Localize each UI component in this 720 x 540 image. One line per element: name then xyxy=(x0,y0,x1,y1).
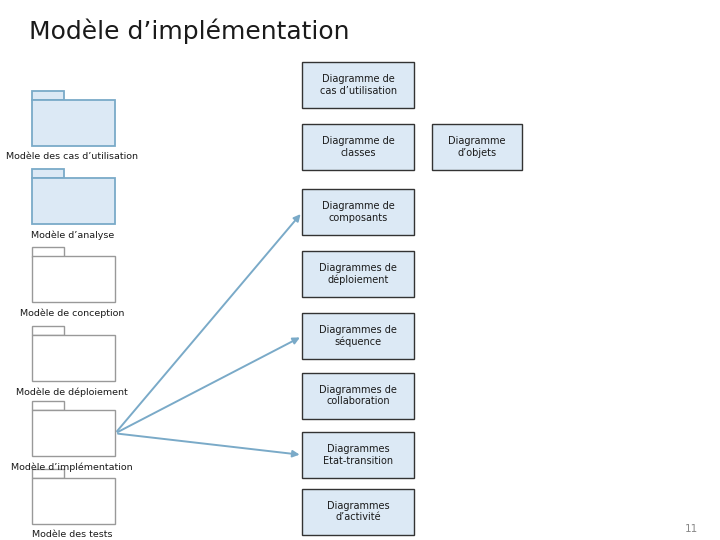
Text: 11: 11 xyxy=(685,523,698,534)
Text: Modèle d’analyse: Modèle d’analyse xyxy=(30,231,114,240)
Bar xyxy=(32,169,64,178)
Bar xyxy=(32,335,115,381)
Bar xyxy=(302,189,414,235)
Bar xyxy=(32,100,115,146)
Text: Diagrammes de
déploiement: Diagrammes de déploiement xyxy=(319,263,397,285)
Bar xyxy=(302,251,414,297)
Text: Modèle des cas d’utilisation: Modèle des cas d’utilisation xyxy=(6,152,138,161)
Bar xyxy=(302,313,414,359)
Text: Diagrammes de
collaboration: Diagrammes de collaboration xyxy=(319,384,397,406)
Text: Diagrammes
Etat-transition: Diagrammes Etat-transition xyxy=(323,444,393,465)
Text: Modèle d’implémentation: Modèle d’implémentation xyxy=(12,463,133,472)
Bar xyxy=(32,178,115,224)
Bar xyxy=(302,62,414,108)
Bar xyxy=(302,124,414,170)
Text: Diagramme de
classes: Diagramme de classes xyxy=(322,136,395,158)
Bar xyxy=(32,91,64,100)
Bar xyxy=(32,326,64,335)
Bar xyxy=(302,489,414,535)
Text: Modèle de conception: Modèle de conception xyxy=(20,309,125,319)
Bar xyxy=(32,401,64,410)
Bar xyxy=(32,469,64,478)
Bar xyxy=(32,410,115,456)
Text: Modèle des tests: Modèle des tests xyxy=(32,530,112,539)
Bar xyxy=(32,478,115,524)
Bar xyxy=(302,373,414,418)
Bar xyxy=(32,247,64,256)
Bar xyxy=(432,124,522,170)
Text: Diagramme
d’objets: Diagramme d’objets xyxy=(449,136,505,158)
Bar xyxy=(302,432,414,478)
Text: Diagramme de
composants: Diagramme de composants xyxy=(322,201,395,223)
Text: Modèle d’implémentation: Modèle d’implémentation xyxy=(29,19,349,44)
Text: Diagramme de
cas d’utilisation: Diagramme de cas d’utilisation xyxy=(320,74,397,96)
Text: Diagrammes
d’activité: Diagrammes d’activité xyxy=(327,501,390,523)
Bar xyxy=(32,256,115,302)
Text: Diagrammes de
séquence: Diagrammes de séquence xyxy=(319,325,397,347)
Text: Modèle de déploiement: Modèle de déploiement xyxy=(17,387,128,397)
